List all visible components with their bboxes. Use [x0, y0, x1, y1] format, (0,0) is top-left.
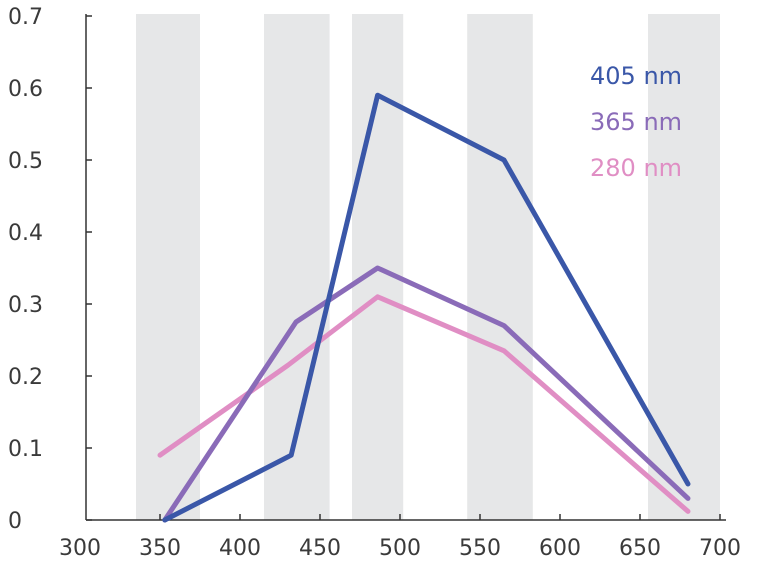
- legend: 405 nm 365 nm 280 nm: [590, 62, 682, 182]
- series-line-365-nm: [162, 265, 691, 523]
- x-tick-label: 300: [59, 536, 101, 561]
- shaded-band-3: [467, 14, 533, 520]
- x-tick-label: 500: [379, 536, 421, 561]
- x-tick-label: 400: [219, 536, 261, 561]
- y-tick-label: 0.7: [8, 5, 43, 30]
- x-tick-label: 450: [299, 536, 341, 561]
- x-tick-label: 350: [139, 536, 181, 561]
- legend-item: 405 nm: [590, 62, 682, 90]
- y-tick-label: 0.2: [8, 365, 43, 390]
- y-tick-label: 0.5: [8, 149, 43, 174]
- series-lines: [157, 92, 691, 523]
- series-line-405-nm: [162, 92, 691, 523]
- shaded-band-0: [136, 14, 200, 520]
- x-tick-label: 600: [539, 536, 581, 561]
- x-tick-label: 700: [699, 536, 741, 561]
- y-tick-label: 0: [8, 509, 22, 534]
- x-tick-label: 550: [459, 536, 501, 561]
- y-tick-label: 0.1: [8, 437, 43, 462]
- x-tick-label: 650: [619, 536, 661, 561]
- y-tick-label: 0.4: [8, 221, 43, 246]
- legend-item: 365 nm: [590, 108, 682, 136]
- legend-item: 280 nm: [590, 154, 682, 182]
- y-tick-label: 0.6: [8, 77, 43, 102]
- axes: [85, 14, 726, 521]
- y-tick-label: 0.3: [8, 293, 43, 318]
- shaded-band-1: [264, 14, 330, 520]
- tick-labels: 0 0.1 0.2 0.3 0.4 0.5 0.6 0.7 300 350 400 450 500 550…: [8, 5, 741, 561]
